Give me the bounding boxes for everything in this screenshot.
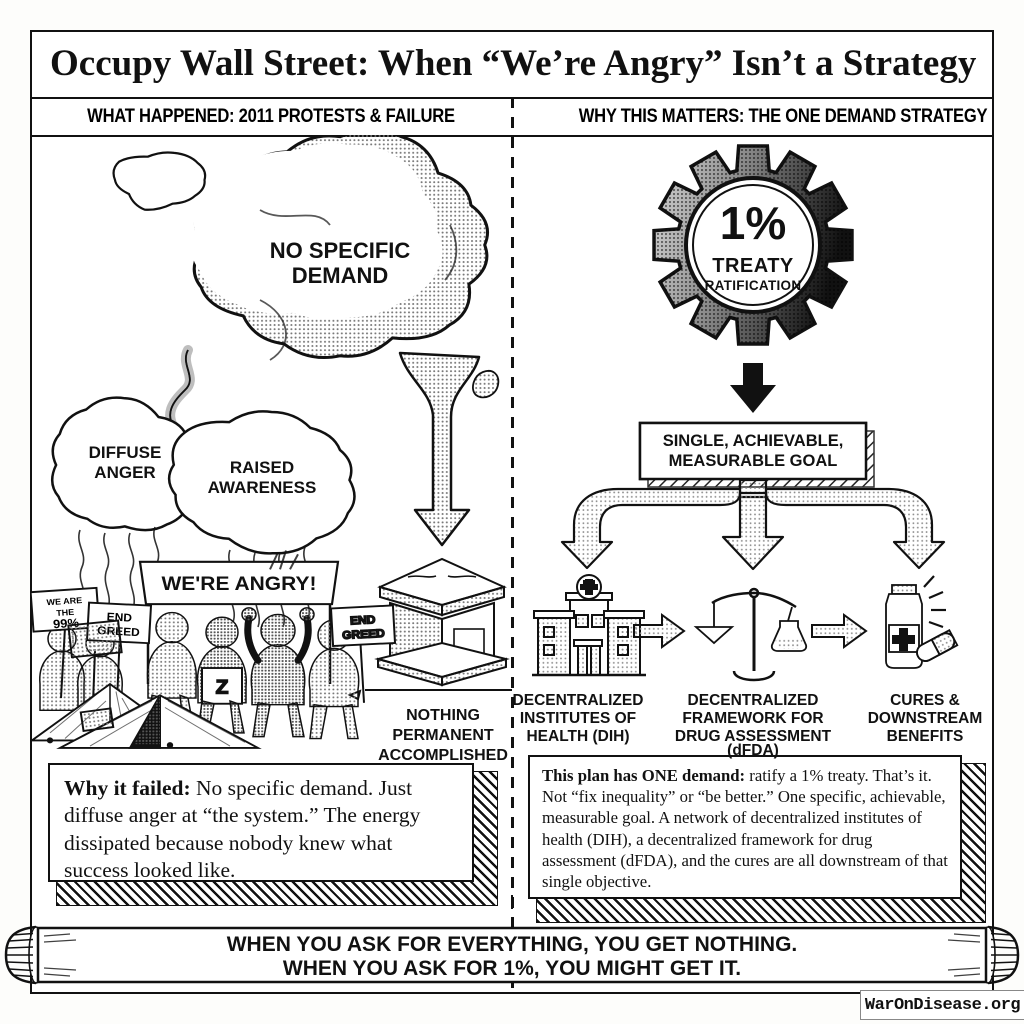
svg-text:END: END [350, 614, 376, 628]
svg-text:(dFDA): (dFDA) [727, 742, 779, 759]
svg-text:RATIFICATION: RATIFICATION [705, 278, 802, 293]
svg-text:ANGER: ANGER [94, 463, 155, 482]
svg-text:ACCOMPLISHED: ACCOMPLISHED [378, 747, 508, 764]
svg-text:DIFFUSE: DIFFUSE [89, 443, 162, 462]
svg-text:INSTITUTES OF: INSTITUTES OF [520, 710, 636, 727]
svg-text:GREED: GREED [342, 627, 385, 642]
svg-text:PERMANENT: PERMANENT [392, 727, 494, 744]
svg-text:CURES &: CURES & [890, 692, 960, 709]
svg-text:DECENTRALIZED: DECENTRALIZED [688, 692, 819, 709]
svg-text:RAISED: RAISED [230, 458, 294, 477]
svg-text:BENEFITS: BENEFITS [887, 728, 964, 745]
svg-text:HEALTH (DIH): HEALTH (DIH) [526, 728, 629, 745]
svg-text:DECENTRALIZED: DECENTRALIZED [513, 692, 644, 709]
svg-text:1%: 1% [720, 197, 786, 249]
svg-text:NOTHING: NOTHING [406, 707, 480, 724]
svg-text:AWARENESS: AWARENESS [208, 478, 317, 497]
svg-text:MEASURABLE GOAL: MEASURABLE GOAL [669, 452, 838, 470]
svg-text:TREATY: TREATY [712, 255, 794, 277]
svg-text:WHEN YOU ASK FOR 1%, YOU MIGHT: WHEN YOU ASK FOR 1%, YOU MIGHT GET IT. [283, 957, 741, 980]
svg-text:WE'RE ANGRY!: WE'RE ANGRY! [162, 574, 317, 595]
svg-text:WHEN YOU ASK FOR EVERYTHING, Y: WHEN YOU ASK FOR EVERYTHING, YOU GET NOT… [227, 933, 798, 956]
svg-text:NO SPECIFIC: NO SPECIFIC [270, 238, 411, 263]
svg-text:DEMAND: DEMAND [292, 263, 389, 288]
svg-text:DOWNSTREAM: DOWNSTREAM [868, 710, 983, 727]
svg-text:FRAMEWORK FOR: FRAMEWORK FOR [682, 710, 823, 727]
svg-text:SINGLE, ACHIEVABLE,: SINGLE, ACHIEVABLE, [663, 432, 844, 450]
svg-text:Z: Z [216, 677, 229, 698]
